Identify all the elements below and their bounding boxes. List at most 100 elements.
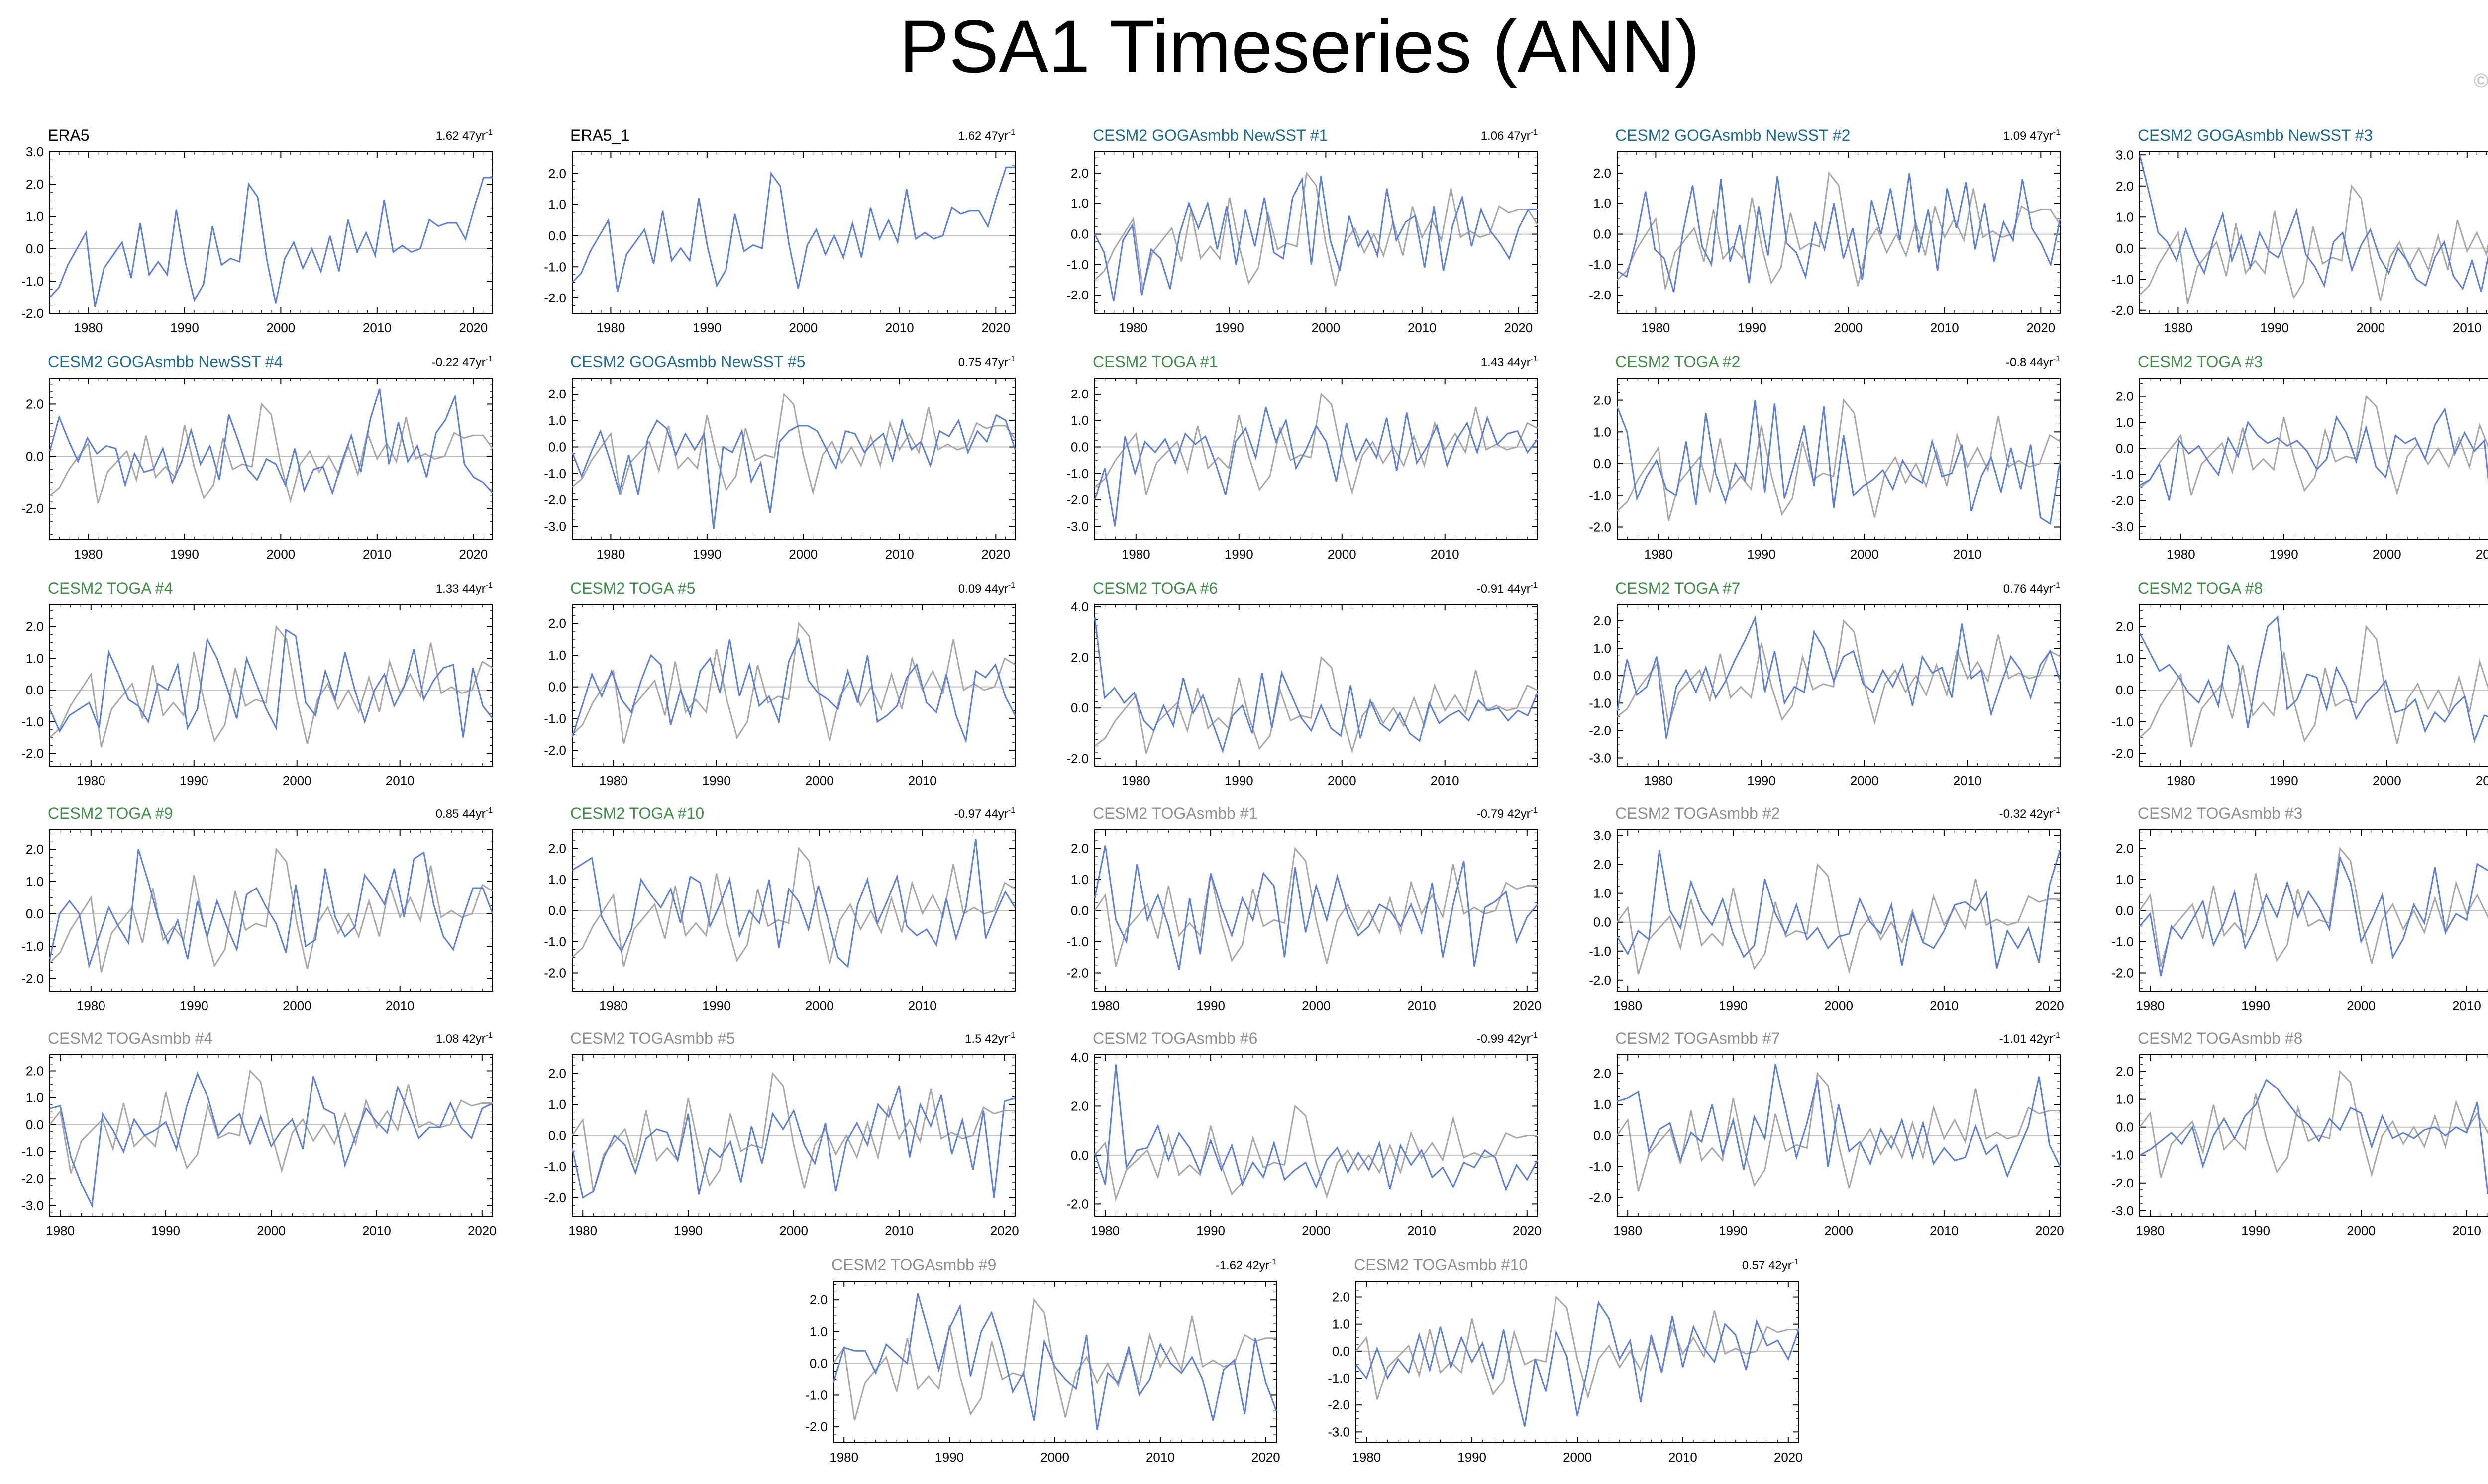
y-tick-label: 1.0 bbox=[1071, 196, 1089, 211]
y-tick-label: -3.0 bbox=[1066, 519, 1089, 534]
model-series-line bbox=[2139, 407, 2488, 501]
x-tick-label: 1990 bbox=[674, 1223, 703, 1238]
y-tick-label: 0.0 bbox=[1593, 227, 1611, 242]
x-tick-label: 1980 bbox=[1352, 1450, 1381, 1465]
x-tick-label: 2000 bbox=[1824, 1223, 1853, 1238]
panel-title: CESM2 TOGAsmbb #1 bbox=[1093, 804, 1257, 822]
chart-panel: CESM2 TOGA #5 0.09 44yr-1 2.0 1.0 0.0 -1.0 -2.… bbox=[544, 579, 1016, 788]
observed-series-line bbox=[2139, 1070, 2488, 1178]
model-series-line bbox=[1094, 407, 1539, 527]
x-tick-label: 1990 bbox=[1196, 998, 1225, 1013]
y-tick-label: 2.0 bbox=[1593, 393, 1611, 408]
panel-trend: 0.76 44yr-1 bbox=[2003, 581, 2060, 595]
panel-frame bbox=[1094, 378, 1538, 540]
y-tick-label: -1.0 bbox=[1589, 944, 1611, 959]
model-series-line bbox=[571, 414, 1016, 529]
panel-trend: 1.43 44yr-1 bbox=[1481, 355, 1538, 369]
panel-title: CESM2 TOGAsmbb #5 bbox=[570, 1029, 735, 1047]
y-tick-label: -2.0 bbox=[21, 971, 44, 986]
x-tick-label: 2000 bbox=[2356, 320, 2385, 335]
y-tick-label: 0.0 bbox=[2116, 1120, 2134, 1135]
chart-panel: CESM2 TOGAsmbb #10 0.57 42yr-1 2.0 1.0 0.0 -1… bbox=[1328, 1256, 1803, 1465]
model-series-line bbox=[571, 637, 1016, 744]
x-tick-label: 2000 bbox=[1302, 1223, 1331, 1238]
x-tick-label: 2010 bbox=[885, 547, 914, 562]
x-tick-label: 2000 bbox=[1302, 998, 1331, 1013]
y-tick-label: 0.0 bbox=[1332, 1344, 1350, 1359]
chart-panel: CESM2 TOGA #7 0.76 44yr-1 2.0 1.0 0.0 -1.0 -2.… bbox=[1589, 579, 2061, 788]
panel-frame bbox=[49, 604, 493, 767]
y-tick-label: -1.0 bbox=[21, 714, 44, 729]
x-tick-label: 1990 bbox=[180, 998, 208, 1013]
y-tick-label: 0.0 bbox=[810, 1356, 828, 1371]
x-tick-label: 1990 bbox=[2241, 1223, 2270, 1238]
y-tick-label: 2.0 bbox=[548, 616, 566, 631]
panel-trend: 1.33 44yr-1 bbox=[436, 581, 493, 595]
x-tick-label: 2000 bbox=[1328, 547, 1356, 562]
chart-panel: CESM2 TOGAsmbb #1 -0.79 42yr-1 2.0 1.0 0.0 -1… bbox=[1066, 804, 1542, 1013]
observed-series-line bbox=[49, 624, 493, 748]
y-tick-label: 3.0 bbox=[26, 144, 44, 159]
chart-panel: CESM2 TOGA #6 -0.91 44yr-1 4.0 2.0 0.0 -2.0 19… bbox=[1066, 579, 1539, 788]
y-tick-label: 0.0 bbox=[1593, 456, 1611, 471]
y-tick-label: 2.0 bbox=[26, 396, 44, 411]
chart-panel: CESM2 TOGAsmbb #5 1.5 42yr-1 2.0 1.0 0.0 -1.0… bbox=[544, 1029, 1019, 1238]
observed-series-line bbox=[1355, 1295, 1799, 1400]
x-tick-label: 1980 bbox=[74, 547, 103, 562]
panel-frame bbox=[49, 378, 493, 540]
observed-series-line bbox=[1094, 846, 1538, 967]
y-tick-label: 1.0 bbox=[2116, 415, 2134, 430]
y-tick-label: 2.0 bbox=[2116, 389, 2134, 404]
chart-panel: CESM2 GOGAsmbb NewSST #5 0.75 47yr-1 2.0 1.… bbox=[544, 353, 1016, 562]
y-tick-label: -2.0 bbox=[2111, 1176, 2134, 1190]
y-tick-label: 2.0 bbox=[2116, 841, 2134, 856]
y-tick-label: -2.0 bbox=[544, 493, 566, 507]
x-tick-label: 2010 bbox=[1146, 1450, 1175, 1465]
x-tick-label: 1980 bbox=[599, 998, 628, 1013]
y-tick-label: -1.0 bbox=[544, 934, 566, 949]
y-tick-label: 0.0 bbox=[26, 241, 44, 256]
x-tick-label: 1990 bbox=[170, 320, 199, 335]
x-tick-label: 1980 bbox=[1122, 547, 1150, 562]
x-tick-label: 1980 bbox=[1091, 998, 1120, 1013]
x-tick-label: 2020 bbox=[1513, 998, 1542, 1013]
panel-title: CESM2 TOGA #8 bbox=[2138, 579, 2263, 597]
y-tick-label: 1.0 bbox=[1593, 1097, 1611, 1112]
y-tick-label: -3.0 bbox=[544, 519, 566, 534]
observed-series-line bbox=[1616, 863, 2060, 975]
x-tick-label: 2010 bbox=[362, 1223, 391, 1238]
x-tick-label: 1980 bbox=[596, 320, 625, 335]
y-tick-label: 0.0 bbox=[548, 680, 566, 694]
y-tick-label: -2.0 bbox=[2111, 746, 2134, 761]
y-tick-label: 0.0 bbox=[548, 903, 566, 918]
y-tick-label: -2.0 bbox=[1066, 288, 1089, 302]
y-tick-label: 2.0 bbox=[548, 166, 566, 181]
y-tick-label: 0.0 bbox=[1071, 700, 1089, 715]
x-tick-label: 2010 bbox=[1953, 547, 1982, 562]
y-tick-label: 1.0 bbox=[2116, 651, 2134, 666]
y-tick-label: -2.0 bbox=[544, 966, 566, 981]
model-series-line bbox=[571, 166, 1015, 292]
x-tick-label: 1990 bbox=[702, 998, 731, 1013]
y-tick-label: 2.0 bbox=[548, 387, 566, 401]
x-tick-label: 2000 bbox=[1824, 998, 1853, 1013]
y-tick-label: -1.0 bbox=[1589, 695, 1611, 710]
x-tick-label: 1980 bbox=[74, 320, 103, 335]
y-tick-label: 0.0 bbox=[2116, 241, 2134, 256]
observed-series-line bbox=[571, 1071, 1015, 1192]
x-tick-label: 1990 bbox=[170, 547, 199, 562]
x-tick-label: 1990 bbox=[1457, 1450, 1486, 1465]
panel-frame bbox=[572, 151, 1016, 314]
panel-trend: -0.91 44yr-1 bbox=[1477, 581, 1538, 595]
chart-panel: CESM2 GOGAsmbb NewSST #2 1.09 47yr-1 2.0 1.… bbox=[1589, 126, 2061, 335]
observed-series-line bbox=[572, 392, 1016, 495]
x-tick-label: 2010 bbox=[1930, 1223, 1959, 1238]
y-tick-label: 2.0 bbox=[1071, 650, 1089, 665]
page-title: PSA1 Timeseries (ANN) bbox=[899, 4, 1700, 88]
panel-trend: 0.75 47yr-1 bbox=[958, 355, 1015, 369]
y-tick-label: -3.0 bbox=[1589, 750, 1611, 765]
panel-frame bbox=[2139, 1054, 2488, 1217]
panel-trend: 1.62 47yr-1 bbox=[958, 128, 1015, 143]
panel-trend: -0.79 42yr-1 bbox=[1477, 806, 1538, 821]
chart-panel: CESM2 TOGA #1 1.43 44yr-1 2.0 1.0 0.0 -1.0 -2.… bbox=[1066, 353, 1539, 562]
